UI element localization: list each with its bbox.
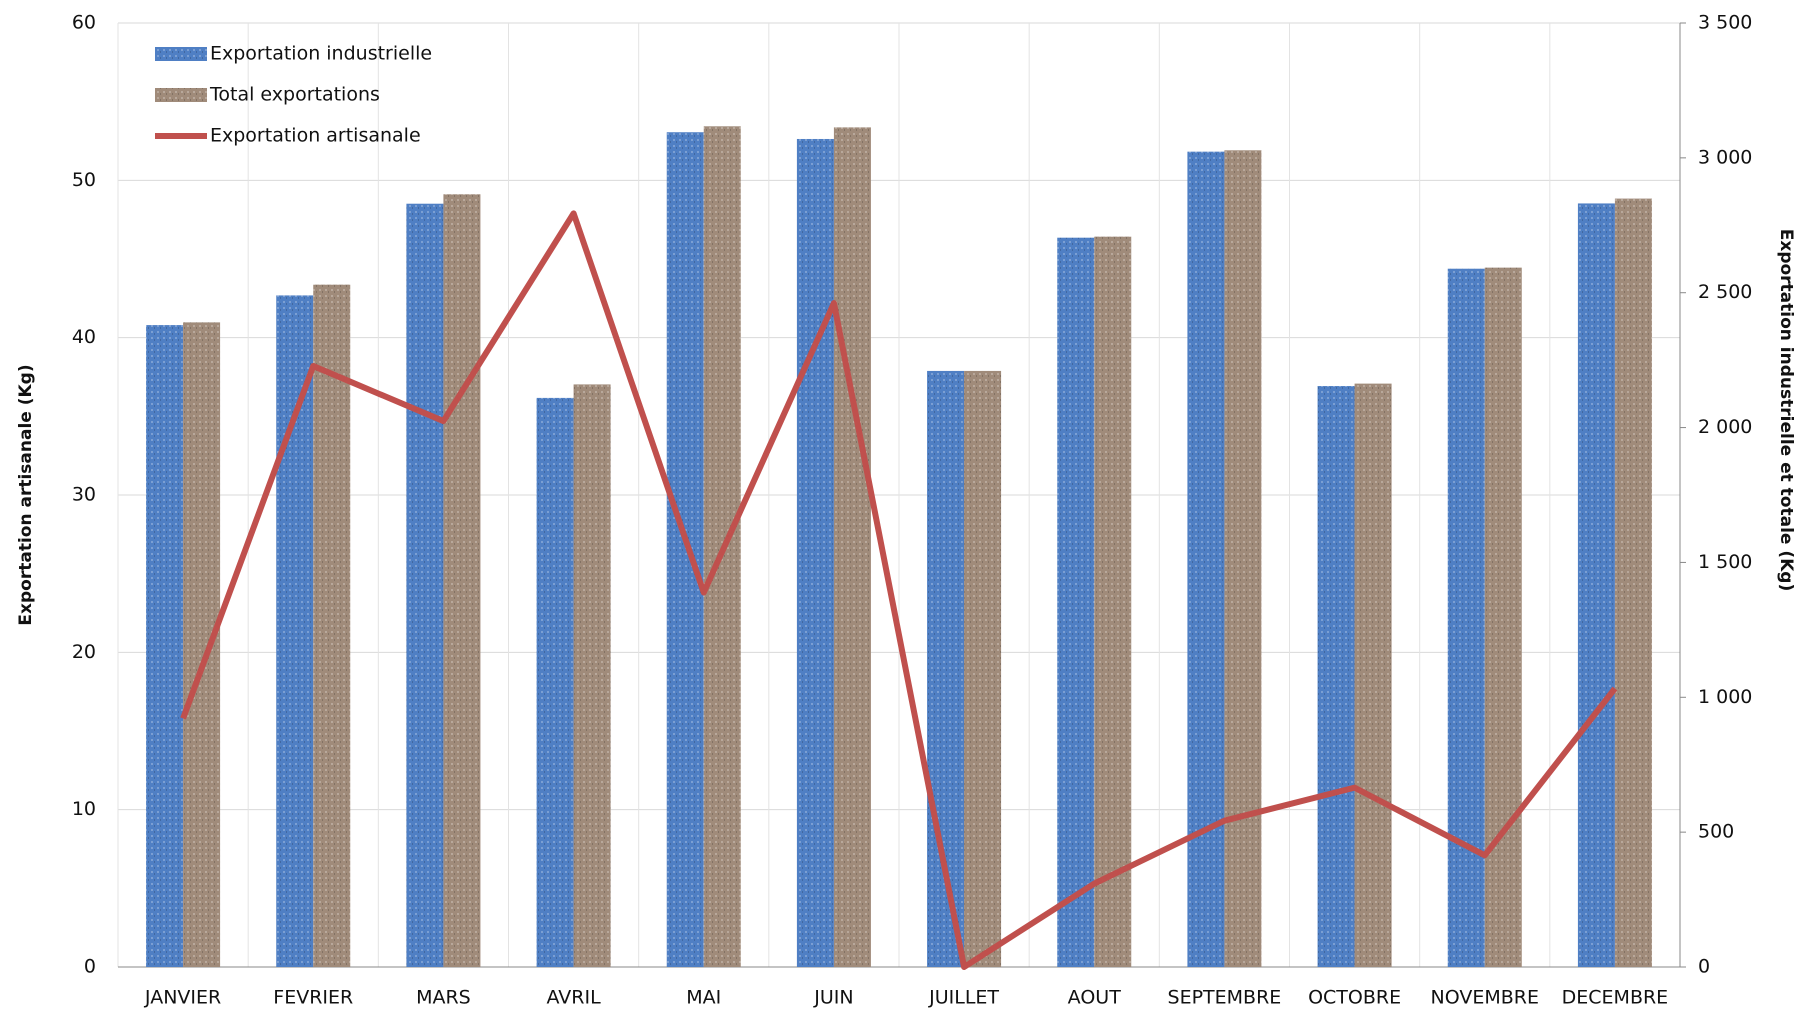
y-tick-label: 30 xyxy=(72,484,96,506)
y-axis-title: Exportation artisanale (Kg) xyxy=(16,364,36,625)
y2-tick-label: 3 000 xyxy=(1698,146,1752,168)
x-tick-label: FEVRIER xyxy=(273,987,353,1009)
bar xyxy=(1577,203,1615,968)
bar xyxy=(276,295,314,967)
bar xyxy=(573,384,611,968)
legend-swatch xyxy=(155,47,207,61)
x-tick-label: MARS xyxy=(416,987,471,1009)
x-tick-label: SEPTEMBRE xyxy=(1168,987,1282,1009)
bar xyxy=(443,194,481,968)
bar xyxy=(183,322,221,968)
bar xyxy=(1484,267,1522,967)
legend-label: Exportation industrielle xyxy=(210,43,432,65)
y-tick-label: 60 xyxy=(72,12,96,34)
x-tick-label: AOUT xyxy=(1068,987,1122,1009)
bar xyxy=(146,325,184,968)
y2-tick-label: 3 500 xyxy=(1698,12,1752,34)
bar xyxy=(1057,237,1095,967)
x-tick-label: JUIN xyxy=(813,987,853,1009)
bar xyxy=(1317,386,1355,968)
x-tick-label: AVRIL xyxy=(546,987,601,1009)
legend-swatch xyxy=(155,88,207,102)
x-tick-label: NOVEMBRE xyxy=(1431,987,1539,1009)
x-tick-label: MAI xyxy=(686,987,721,1009)
y2-tick-label: 2 500 xyxy=(1698,281,1752,303)
y2-tick-label: 500 xyxy=(1698,821,1734,843)
legend-label: Total exportations xyxy=(209,84,380,106)
y2-tick-label: 2 000 xyxy=(1698,416,1752,438)
y2-axis-title: Exportation industrielle et totale (Kg) xyxy=(1776,229,1796,592)
bar xyxy=(406,203,444,968)
x-tick-label: JUILLET xyxy=(928,987,999,1009)
legend-label: Exportation artisanale xyxy=(210,125,421,147)
bar xyxy=(666,132,704,968)
bar xyxy=(1614,198,1652,968)
x-tick-label: DECEMBRE xyxy=(1562,987,1669,1009)
y-tick-label: 20 xyxy=(72,641,96,663)
line xyxy=(180,210,1618,970)
bar xyxy=(1187,151,1225,968)
x-tick-label: JANVIER xyxy=(144,987,221,1009)
bar xyxy=(796,138,834,967)
bar xyxy=(964,370,1002,968)
bar xyxy=(1447,268,1485,967)
bar xyxy=(313,284,351,967)
y-tick-label: 0 xyxy=(84,956,96,978)
y-tick-label: 10 xyxy=(72,798,96,820)
y-tick-label: 50 xyxy=(72,169,96,191)
bar xyxy=(1094,236,1132,967)
y-tick-label: 40 xyxy=(72,326,96,348)
y2-tick-label: 1 000 xyxy=(1698,686,1752,708)
y2-tick-label: 1 500 xyxy=(1698,551,1752,573)
bar xyxy=(536,397,574,968)
bar xyxy=(1224,150,1262,967)
y2-tick-label: 0 xyxy=(1698,956,1710,978)
x-tick-label: OCTOBRE xyxy=(1308,987,1401,1009)
bar xyxy=(833,127,871,968)
bar xyxy=(1354,383,1392,967)
